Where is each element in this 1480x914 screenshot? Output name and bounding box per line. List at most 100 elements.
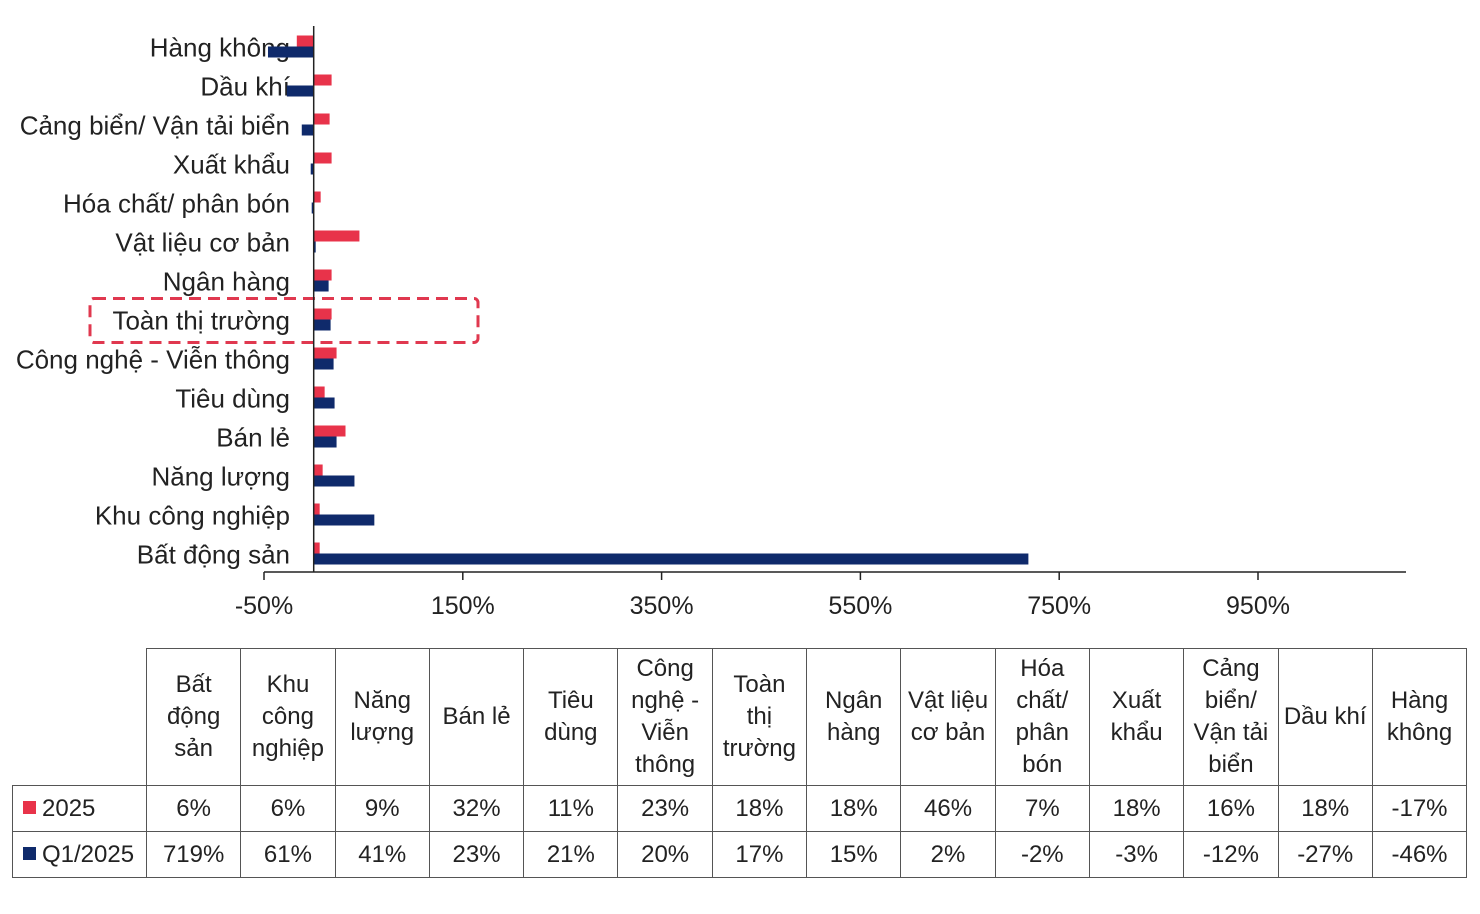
- table-cell: 15%: [806, 831, 902, 878]
- bar-q1-2025: [313, 397, 335, 409]
- table-cell: 46%: [900, 785, 996, 832]
- category-label: Công nghệ - Viễn thông: [16, 345, 290, 375]
- bar-q1-2025: [313, 280, 329, 292]
- table-column-header: Vật liệu cơ bản: [900, 648, 996, 786]
- bar-2025: [313, 269, 332, 281]
- table-cell: 9%: [334, 785, 430, 832]
- table-corner: [12, 648, 147, 786]
- bar-q1-2025: [286, 85, 314, 97]
- table-cell: 23%: [428, 831, 525, 878]
- legend-swatch: [23, 800, 36, 814]
- table-cell: 18%: [806, 785, 902, 832]
- bar-q1-2025: [310, 163, 314, 175]
- table-header-row: Bất động sản Khu công nghiệp Năng lượng Bán lẻ Ti…: [12, 648, 1468, 786]
- table-cell: -2%: [994, 831, 1090, 878]
- table-column-header: Xuất khẩu: [1088, 648, 1185, 786]
- legend-swatch: [23, 846, 36, 860]
- table-cell: 41%: [334, 831, 430, 878]
- bar-2025: [313, 503, 320, 515]
- bar-q1-2025: [313, 358, 334, 370]
- table-cell: 719%: [145, 831, 242, 878]
- table-cell: 6%: [240, 785, 336, 832]
- x-tick-label: 550%: [828, 592, 892, 620]
- bar-q1-2025: [313, 553, 1029, 565]
- x-tick-label: 950%: [1226, 592, 1290, 620]
- data-table: Bất động sản Khu công nghiệp Năng lượng Bán lẻ Ti…: [12, 648, 1468, 878]
- highlight-box: [88, 297, 480, 344]
- series-label: 2025: [12, 785, 147, 832]
- bar-q1-2025: [313, 241, 316, 253]
- bar-2025: [313, 425, 346, 437]
- category-label: Vật liệu cơ bản: [115, 228, 290, 258]
- table-cell: -12%: [1183, 831, 1279, 878]
- bar-2025: [313, 113, 330, 125]
- table-cell: 16%: [1183, 785, 1279, 832]
- bar-q1-2025: [267, 46, 314, 58]
- category-label: Ngân hàng: [163, 267, 290, 297]
- table-cell: 2%: [900, 831, 996, 878]
- category-label: Xuất khẩu: [173, 150, 290, 180]
- table-column-header: Toàn thị trường: [711, 648, 808, 786]
- table-cell: 7%: [994, 785, 1090, 832]
- table-cell: 17%: [711, 831, 808, 878]
- category-label: Hóa chất/ phân bón: [63, 189, 290, 219]
- bar-q1-2025: [301, 124, 314, 136]
- series-label: Q1/2025: [12, 831, 147, 878]
- table-column-header: Năng lượng: [334, 648, 430, 786]
- table-column-header: Hóa chất/phân bón: [994, 648, 1090, 786]
- table-column-header: Dầu khí: [1277, 648, 1373, 786]
- bar-2025: [313, 386, 325, 398]
- table-cell: 32%: [428, 785, 525, 832]
- x-tick-label: 750%: [1027, 592, 1091, 620]
- table-cell: 18%: [1088, 785, 1185, 832]
- x-tick-label: -50%: [235, 592, 293, 620]
- bar-2025: [313, 74, 332, 86]
- category-label: Bán lẻ: [216, 423, 290, 453]
- table-column-header: Công nghệ - Viễn thông: [617, 648, 713, 786]
- table-column-header: Hàng không: [1371, 648, 1468, 786]
- category-label: Năng lượng: [151, 462, 290, 492]
- table-row: Q1/2025 719% 61% 41% 23% 21% 20% 17% 15% 2% -2% -3%…: [12, 831, 1468, 878]
- bar-2025: [313, 308, 332, 320]
- table-column-header: Cảng biển/Vận tải biển: [1183, 648, 1279, 786]
- table-cell: 23%: [617, 785, 713, 832]
- bar-chart: Hàng không Dầu khí Cảng biển/ Vận tải biển…: [16, 26, 1406, 620]
- table-cell: 18%: [1277, 785, 1373, 832]
- bar-2025: [313, 191, 321, 203]
- table-row: 2025 6% 6% 9% 32% 11% 23% 18% 18% 46% 7% 18% 16% 18% -…: [12, 785, 1468, 832]
- table-cell: -17%: [1371, 785, 1468, 832]
- table-cell: 6%: [145, 785, 242, 832]
- table-column-header: Ngân hàng: [806, 648, 902, 786]
- x-tick-label: 350%: [630, 592, 694, 620]
- bar-2025: [313, 464, 323, 476]
- bar-q1-2025: [311, 202, 314, 214]
- category-label: Toàn thị trường: [112, 306, 290, 336]
- category-label: Bất động sản: [137, 540, 290, 570]
- bar-2025: [313, 542, 320, 554]
- category-label: Cảng biển/ Vận tải biển: [20, 111, 290, 141]
- table-column-header: Bất động sản: [145, 648, 242, 786]
- bar-q1-2025: [313, 319, 331, 331]
- category-label: Khu công nghiệp: [95, 501, 290, 531]
- table-cell: 18%: [711, 785, 808, 832]
- table-cell: -27%: [1277, 831, 1373, 878]
- bar-2025: [313, 152, 332, 164]
- table-cell: 11%: [523, 785, 619, 832]
- category-label: Tiêu dùng: [175, 384, 290, 414]
- table-column-header: Khu công nghiệp: [240, 648, 336, 786]
- bar-q1-2025: [313, 475, 355, 487]
- bar-2025: [313, 347, 337, 359]
- bar-q1-2025: [313, 436, 337, 448]
- table-cell: -3%: [1088, 831, 1185, 878]
- table-cell: 21%: [523, 831, 619, 878]
- x-tick-label: 150%: [431, 592, 495, 620]
- bar-2025: [296, 35, 314, 47]
- table-cell: -46%: [1371, 831, 1468, 878]
- table-column-header: Tiêu dùng: [523, 648, 619, 786]
- table-cell: 20%: [617, 831, 713, 878]
- bar-2025: [313, 230, 360, 242]
- bar-q1-2025: [313, 514, 375, 526]
- table-cell: 61%: [240, 831, 336, 878]
- table-column-header: Bán lẻ: [428, 648, 525, 786]
- category-label: Hàng không: [150, 33, 290, 63]
